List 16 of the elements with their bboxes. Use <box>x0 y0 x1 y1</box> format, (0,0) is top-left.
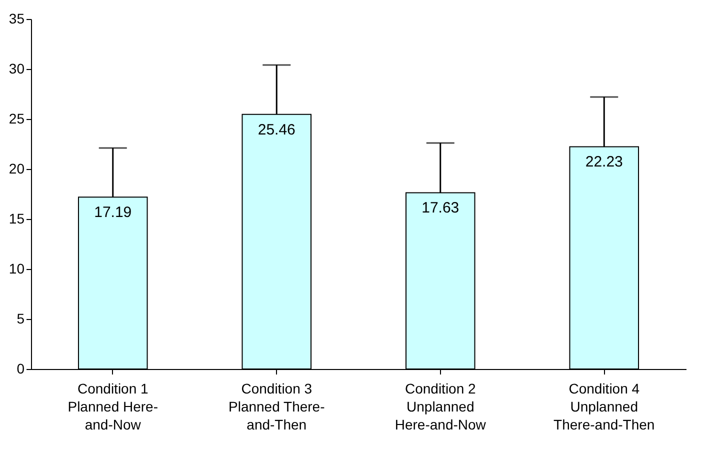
y-tick-label: 5 <box>16 310 25 326</box>
data-label: 17.63 <box>422 200 460 217</box>
y-tick-label: 30 <box>8 60 25 76</box>
y-tick-label: 15 <box>8 210 25 226</box>
data-label: 22.23 <box>585 154 623 171</box>
y-tick-label: 0 <box>16 360 25 376</box>
y-tick-label: 20 <box>8 160 25 176</box>
x-tick-label: Condition 1 Planned Here-and-Now <box>68 380 158 432</box>
y-tick-label: 25 <box>8 110 25 126</box>
y-tick-label: 35 <box>8 10 25 26</box>
x-tick-label: Condition 4 Unplanned There-and-Then <box>554 380 655 432</box>
data-label: 25.46 <box>258 121 296 138</box>
data-label: 17.19 <box>94 204 132 222</box>
x-tick-label: Condition 2 Unplanned Here-and-Now <box>394 380 487 432</box>
x-tick-label: Condition 3 Planned There-and-Then <box>228 380 326 432</box>
y-tick-label: 10 <box>8 260 25 276</box>
